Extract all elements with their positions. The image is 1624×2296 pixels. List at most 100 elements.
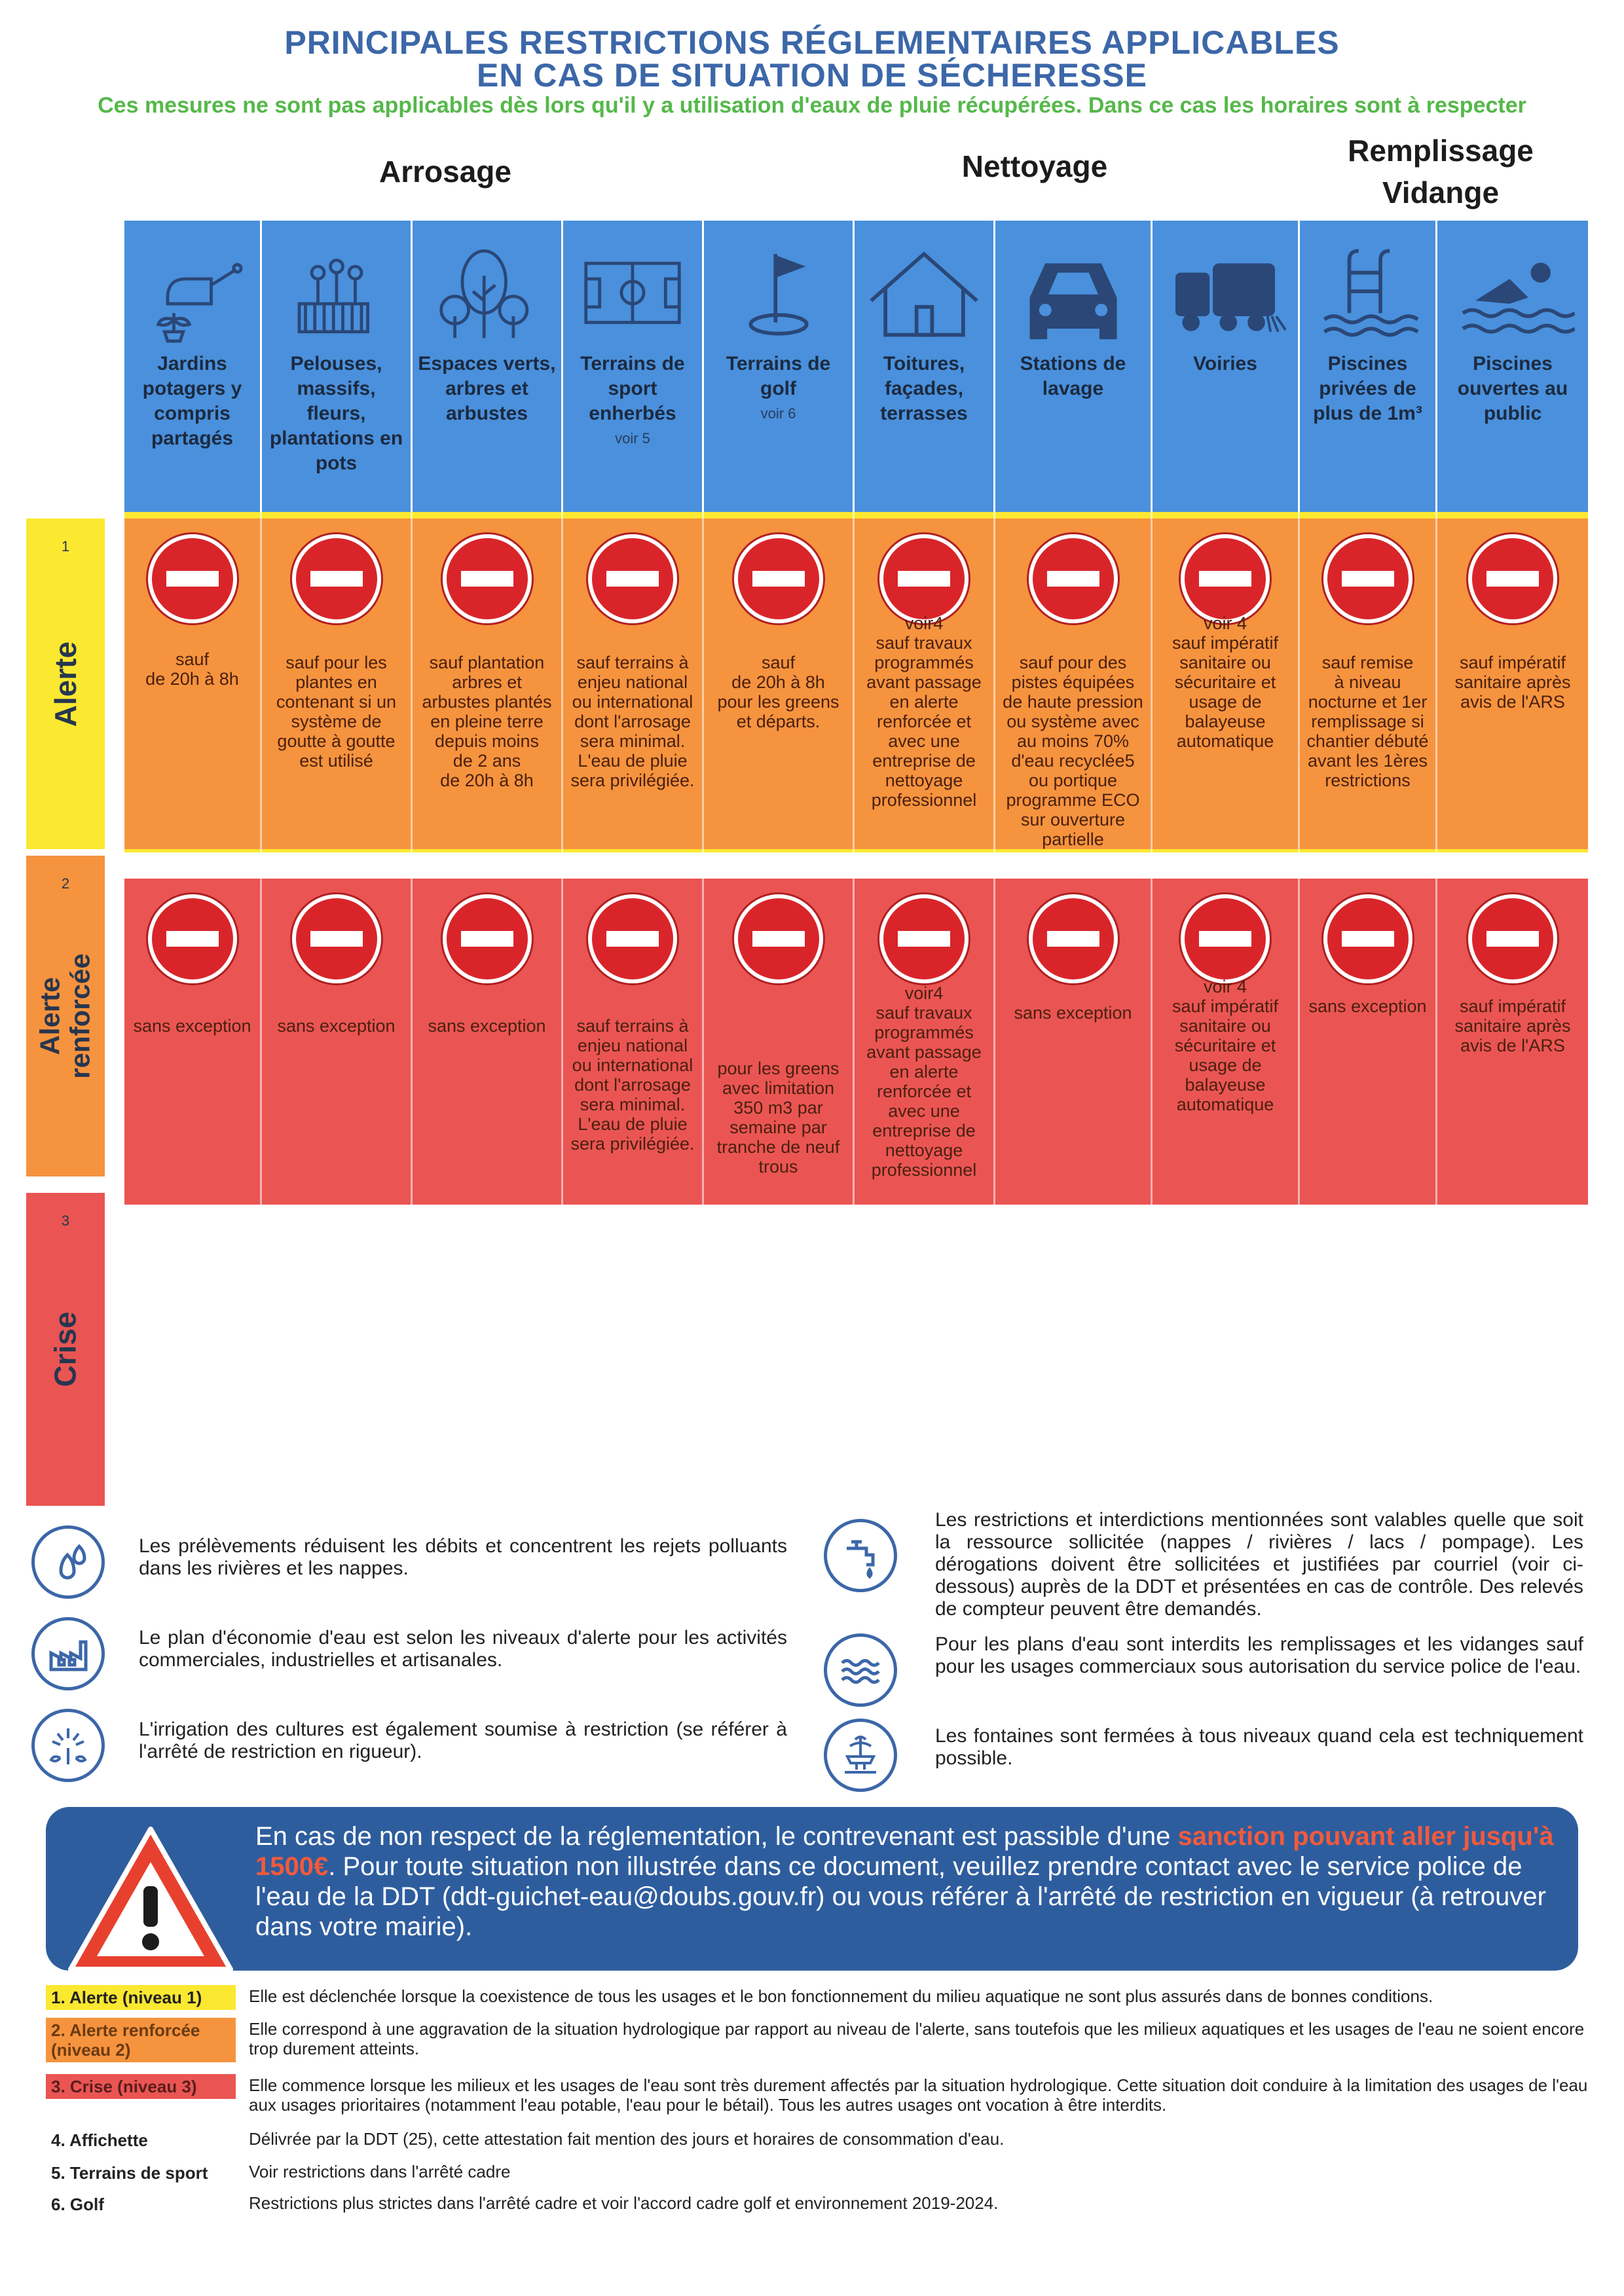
restriction-text: sauf terrains à enjeu national ou intern… [570, 1016, 695, 1154]
restriction-cell: sauf pour les plantes en contenant si un… [262, 519, 413, 849]
restriction-text: sans exception [1308, 996, 1427, 1016]
column-label: Pelouses, massifs, fleurs, plantations e… [266, 352, 407, 476]
banner-text: En cas de non respect de la réglementati… [255, 1821, 1559, 1942]
level-label-crise: 3 Crise [26, 1193, 105, 1506]
page-subtitle: Ces mesures ne sont pas applicables dès … [98, 93, 1526, 118]
level-label-renforcee: 2 Alerte renforcée [26, 856, 105, 1176]
legend-key: 2. Alerte renforcée (niveau 2) [46, 2018, 236, 2062]
restriction-text: sans exception [277, 1016, 396, 1036]
restriction-cell: sauf de 20h à 8h pour les greens et dépa… [704, 519, 855, 849]
no-entry-icon [588, 894, 677, 983]
tap-icon [824, 1519, 897, 1592]
restriction-text: sauf terrains à enjeu national ou intern… [570, 653, 695, 790]
sports-field-icon [563, 232, 702, 350]
column-label: Terrains de golf voir 6 [708, 352, 849, 426]
page-title-line2: EN CAS DE SITUATION DE SÉCHERESSE [477, 57, 1147, 94]
restriction-text: voir4 sauf travaux programmés avant pass… [866, 983, 982, 1180]
header-cell: Piscines ouvertes au public [1437, 221, 1588, 512]
column-label-text: Terrains de golf [726, 353, 831, 399]
legend-description: Elle correspond à une aggravation de la … [249, 2019, 1585, 2058]
no-entry-icon [291, 894, 381, 983]
restriction-cell: sans exception [1300, 879, 1437, 1205]
restriction-cell: sans exception [995, 879, 1153, 1205]
info-text-right: Les restrictions et interdictions mentio… [935, 1509, 1583, 1620]
info-text-left: L'irrigation des cultures est également … [139, 1719, 787, 1762]
column-label-text: Toitures, façades, terrasses [880, 353, 968, 424]
restriction-text: sauf plantation arbres et arbustes plant… [422, 653, 552, 790]
restriction-text: sans exception [428, 1016, 546, 1036]
page-title-line1: PRINCIPALES RESTRICTIONS RÉGLEMENTAIRES … [284, 24, 1340, 61]
restriction-text: sauf de 20h à 8h pour les greens et dépa… [717, 653, 840, 731]
header-cell: Espaces verts, arbres et arbustes [413, 221, 563, 512]
fountain-icon [824, 1719, 897, 1792]
no-entry-icon [1181, 534, 1270, 623]
column-label-text: Terrains de sport enherbés [580, 353, 685, 424]
no-entry-icon [1181, 894, 1270, 983]
column-label: Terrains de sport enherbés voir 5 [567, 352, 698, 451]
header-cell: Terrains de sport enherbés voir 5 [563, 221, 704, 512]
no-entry-icon [291, 534, 381, 623]
restriction-cell: voir 4 sauf impératif sanitaire ou sécur… [1153, 519, 1300, 849]
restriction-text: sauf impératif sanitaire après avis de l… [1454, 653, 1571, 712]
group-nettoyage-title: Nettoyage [961, 149, 1108, 183]
restriction-text: sans exception [1014, 1003, 1132, 1023]
no-entry-icon [879, 534, 969, 623]
legend-key: 5. Terrains de sport [51, 2163, 208, 2183]
banner-text-highlight: sanction pouvant aller jusqu'à 1500€ [255, 1822, 1554, 1881]
legend-key: 6. Golf [51, 2195, 104, 2214]
no-entry-icon [147, 894, 237, 983]
restriction-cell: sauf terrains à enjeu national ou intern… [563, 519, 704, 849]
legend-key: 3. Crise (niveau 3) [46, 2074, 236, 2099]
restriction-text: sauf de 20h à 8h [145, 649, 239, 689]
header-row: Jardins potagers y compris partagés Pelou… [124, 221, 1588, 512]
column-label: Jardins potagers y compris partagés [128, 352, 256, 451]
no-entry-icon [733, 894, 823, 983]
group-remplissage-title: Remplissage Vidange [1348, 134, 1534, 210]
no-entry-icon [1028, 894, 1118, 983]
level-name: Alerte [48, 641, 83, 727]
legend-key: 4. Affichette [51, 2130, 148, 2150]
level-number: 2 [61, 875, 70, 892]
group-arrosage-title: Arrosage [379, 155, 511, 189]
banner-text-end: . Pour toute situation non illustrée dan… [255, 1852, 1546, 1941]
level-row-renforcee: sauf de 20h à 8h sauf pour les plantes en… [124, 519, 1588, 849]
restriction-text: voir4 sauf travaux programmés avant pass… [866, 613, 982, 810]
restriction-text: sauf pour les plantes en contenant si un… [276, 653, 397, 771]
no-entry-icon [733, 534, 823, 623]
warning-triangle-icon [68, 1827, 233, 1972]
level-row-crise: sans exception sans exception sans excepti… [124, 879, 1588, 1205]
restriction-cell: voir 4 sauf impératif sanitaire ou sécur… [1153, 879, 1300, 1205]
info-text-right: Les fontaines sont fermées à tous niveau… [935, 1725, 1583, 1769]
restriction-text: voir 4 sauf impératif sanitaire ou sécur… [1172, 613, 1279, 751]
no-entry-icon [1323, 894, 1412, 983]
header-cell: Pelouses, massifs, fleurs, plantations e… [262, 221, 413, 512]
column-label-text: Piscines ouvertes au public [1457, 353, 1568, 424]
watering-can-icon [124, 232, 260, 350]
legend-description: Elle commence lorsque les milieux et les… [249, 2075, 1588, 2115]
info-text-left: Les prélèvements réduisent les débits et… [139, 1535, 787, 1579]
column-label: Piscines ouvertes au public [1441, 352, 1584, 426]
legend-description: Délivrée par la DDT (25), cette attestat… [249, 2129, 1005, 2149]
column-label-text: Jardins potagers y compris partagés [142, 353, 242, 449]
level-name: Alerte renforcée [35, 953, 96, 1079]
restriction-cell: sans exception [413, 879, 563, 1205]
no-entry-icon [1323, 534, 1412, 623]
house-icon [855, 232, 993, 350]
column-label: Voiries [1156, 352, 1294, 376]
column-label-text: Piscines privées de plus de 1m³ [1313, 353, 1422, 424]
water-drops-icon [31, 1525, 105, 1599]
flower-bed-icon [262, 232, 411, 350]
legend-description: Voir restrictions dans l'arrêté cadre [249, 2162, 511, 2181]
column-label: Espaces verts, arbres et arbustes [416, 352, 557, 426]
level-number: 1 [61, 538, 70, 555]
no-entry-icon [147, 534, 237, 623]
restriction-cell: pour les greens avec limitation 350 m3 p… [704, 879, 855, 1205]
level-name: Crise [48, 1311, 83, 1387]
restriction-text: sauf pour des pistes équipées de haute p… [1003, 653, 1143, 849]
pool-ladder-icon [1300, 232, 1435, 350]
restriction-cell: voir4 sauf travaux programmés avant pass… [855, 879, 995, 1205]
header-cell: Voiries [1153, 221, 1300, 512]
waves-icon [824, 1633, 897, 1707]
no-entry-icon [1468, 894, 1557, 983]
restriction-cell: sauf de 20h à 8h [124, 519, 262, 849]
